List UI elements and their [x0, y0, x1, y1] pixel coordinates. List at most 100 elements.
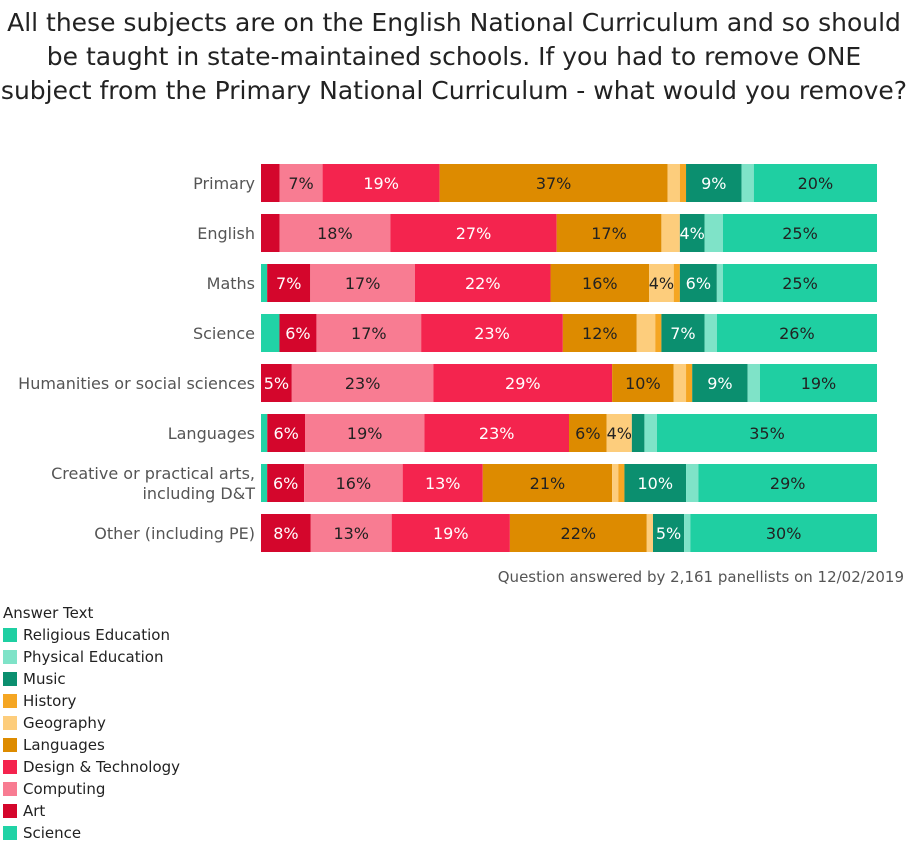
bar-segment[interactable]	[723, 214, 877, 252]
data-label: 12%	[582, 324, 618, 343]
bar-segment[interactable]	[390, 214, 557, 252]
bar-segment[interactable]	[679, 214, 705, 252]
legend-item[interactable]: Geography	[3, 712, 180, 734]
bar-segment[interactable]	[482, 464, 613, 502]
bar-segment[interactable]	[704, 314, 717, 352]
bar-segment[interactable]	[433, 364, 613, 402]
bar-segment[interactable]	[612, 464, 619, 502]
data-label: 17%	[345, 274, 381, 293]
bar-segment[interactable]	[661, 314, 705, 352]
bar-segment[interactable]	[261, 514, 311, 552]
bar-segment[interactable]	[562, 314, 637, 352]
bar-segment[interactable]	[310, 514, 392, 552]
bar-segment[interactable]	[661, 214, 680, 252]
bar-segment[interactable]	[261, 464, 268, 502]
bar-segment[interactable]	[704, 214, 723, 252]
bar-segment[interactable]	[569, 414, 607, 452]
bar-segment[interactable]	[698, 464, 877, 502]
bar-segment[interactable]	[279, 314, 317, 352]
data-label: 9%	[707, 374, 732, 393]
bar-segment[interactable]	[646, 514, 653, 552]
bar-segment[interactable]	[673, 264, 680, 302]
legend-item[interactable]: Science	[3, 822, 180, 844]
bar-segment[interactable]	[624, 464, 687, 502]
bar-segment[interactable]	[322, 164, 440, 202]
bar-segment[interactable]	[723, 264, 877, 302]
bar-segment[interactable]	[509, 514, 647, 552]
data-label: 22%	[561, 524, 597, 543]
bar-segment[interactable]	[716, 264, 723, 302]
bar-segment[interactable]	[556, 214, 662, 252]
bar-segment[interactable]	[686, 164, 742, 202]
bar-segment[interactable]	[649, 264, 674, 302]
bar-segment[interactable]	[686, 364, 693, 402]
bar-segment[interactable]	[655, 314, 662, 352]
category-label: English	[197, 224, 255, 243]
bar-segment[interactable]	[291, 364, 434, 402]
bar-segment[interactable]	[439, 164, 668, 202]
legend-item[interactable]: Physical Education	[3, 646, 180, 668]
legend-label: Physical Education	[23, 648, 164, 666]
bar-segment[interactable]	[716, 314, 877, 352]
bar-segment[interactable]	[304, 464, 403, 502]
data-label: 30%	[766, 524, 802, 543]
category-label: Languages	[168, 424, 255, 443]
bar-segment[interactable]	[391, 514, 510, 552]
bar-segment[interactable]	[261, 214, 280, 252]
data-label: 17%	[591, 224, 627, 243]
bar-segment[interactable]	[679, 264, 717, 302]
bar-segment[interactable]	[690, 514, 877, 552]
legend-item[interactable]: Computing	[3, 778, 180, 800]
bar-segment[interactable]	[261, 264, 268, 302]
legend-item[interactable]: Languages	[3, 734, 180, 756]
bar-segment[interactable]	[692, 364, 748, 402]
bar-segment[interactable]	[305, 414, 425, 452]
bar-segment[interactable]	[261, 364, 292, 402]
bar-segment[interactable]	[550, 264, 650, 302]
bar-segment[interactable]	[261, 414, 268, 452]
bar-segment[interactable]	[402, 464, 483, 502]
bar-segment[interactable]	[653, 514, 685, 552]
bar-segment[interactable]	[316, 314, 422, 352]
bar-segment[interactable]	[424, 414, 569, 452]
bar-segment[interactable]	[267, 264, 311, 302]
bar-segment[interactable]	[667, 164, 680, 202]
bar-segment[interactable]	[261, 164, 280, 202]
bar-segment[interactable]	[636, 314, 656, 352]
bar-segment[interactable]	[679, 164, 687, 202]
bar-segment[interactable]	[673, 364, 687, 402]
data-label: 10%	[637, 474, 673, 493]
bar-segment[interactable]	[415, 264, 551, 302]
bar-segment[interactable]	[747, 364, 760, 402]
bar-segment[interactable]	[657, 414, 877, 452]
bar-segment[interactable]	[684, 514, 691, 552]
legend-item[interactable]: History	[3, 690, 180, 712]
bar-segment[interactable]	[279, 164, 323, 202]
bar-segment[interactable]	[753, 164, 877, 202]
category-label: Science	[193, 324, 255, 343]
legend-item[interactable]: Music	[3, 668, 180, 690]
bar-segment[interactable]	[421, 314, 563, 352]
data-label: 6%	[273, 424, 298, 443]
bar-segment[interactable]	[644, 414, 657, 452]
bar-segment[interactable]	[261, 314, 280, 352]
bar-segment[interactable]	[618, 464, 625, 502]
legend-item[interactable]: Art	[3, 800, 180, 822]
legend-label: History	[23, 692, 77, 710]
bar-segment[interactable]	[267, 464, 305, 502]
bar-segment[interactable]	[606, 414, 632, 452]
bar-segment[interactable]	[631, 414, 645, 452]
bar-segment[interactable]	[686, 464, 699, 502]
bar-segment[interactable]	[310, 264, 415, 302]
legend-swatch	[3, 628, 17, 642]
data-label: 6%	[285, 324, 310, 343]
bar-segment[interactable]	[267, 414, 305, 452]
bar-segment[interactable]	[759, 364, 877, 402]
bar-segment[interactable]	[279, 214, 391, 252]
legend-item[interactable]: Design & Technology	[3, 756, 180, 778]
bar-segment[interactable]	[741, 164, 754, 202]
legend-item[interactable]: Religious Education	[3, 624, 180, 646]
data-label: 5%	[656, 524, 681, 543]
bar-segment[interactable]	[612, 364, 674, 402]
legend-swatch	[3, 760, 17, 774]
